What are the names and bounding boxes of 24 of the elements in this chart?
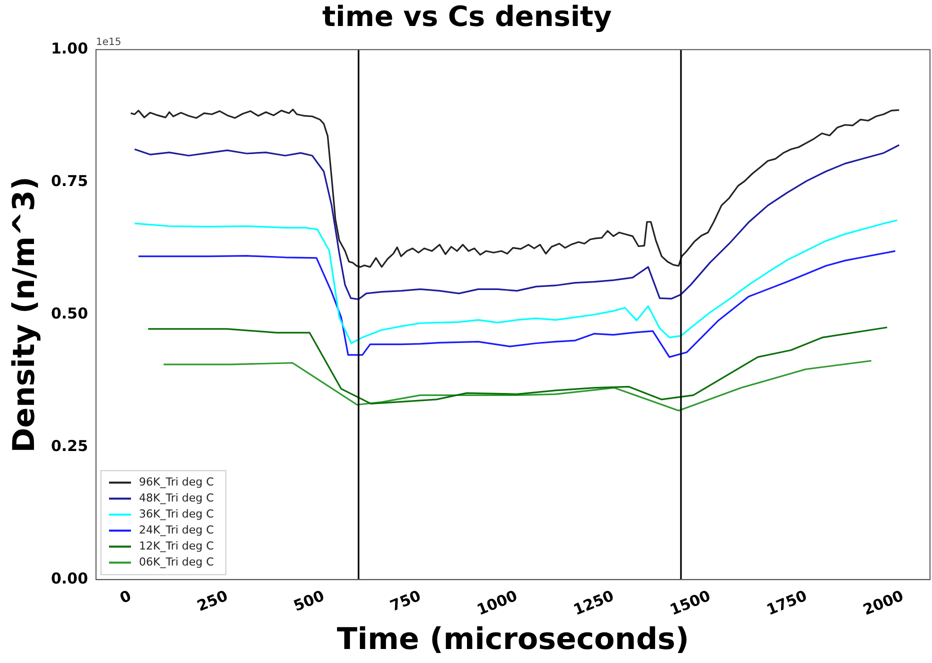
y-tick-label: 0.25 (50, 437, 88, 456)
y-tick-label: 0.00 (50, 570, 88, 588)
x-axis-title: Time (microseconds) (336, 622, 690, 657)
legend-label: 36K_Tri deg C (139, 508, 214, 521)
x-tick-label: 0 (117, 586, 134, 608)
legend-label: 06K_Tri deg C (139, 556, 214, 569)
legend-label: 48K_Tri deg C (139, 492, 214, 505)
x-tick-label: 1000 (474, 586, 520, 619)
chart-title: time vs Cs density (322, 0, 612, 34)
legend-label: 12K_Tri deg C (139, 540, 214, 553)
text: 1e15 (96, 37, 122, 48)
x-tick-label: 1250 (570, 586, 616, 619)
x-tick-label: 750 (388, 586, 424, 616)
legend-label: 96K_Tri deg C (139, 476, 214, 489)
legend-label: 24K_Tri deg C (139, 524, 214, 537)
x-tick-label: 1500 (667, 586, 713, 619)
x-tick-label: 250 (194, 586, 230, 616)
x-tick-label: 500 (290, 586, 327, 616)
y-tick-label: 0.75 (50, 172, 88, 190)
y-axis-title: Density (n/m^3) (6, 176, 42, 453)
y-tick-label: 1.00 (50, 39, 88, 58)
x-tick-label: 1750 (764, 586, 810, 619)
y-tick-label: 0.50 (50, 304, 88, 323)
x-tick-label: 2000 (860, 586, 906, 619)
